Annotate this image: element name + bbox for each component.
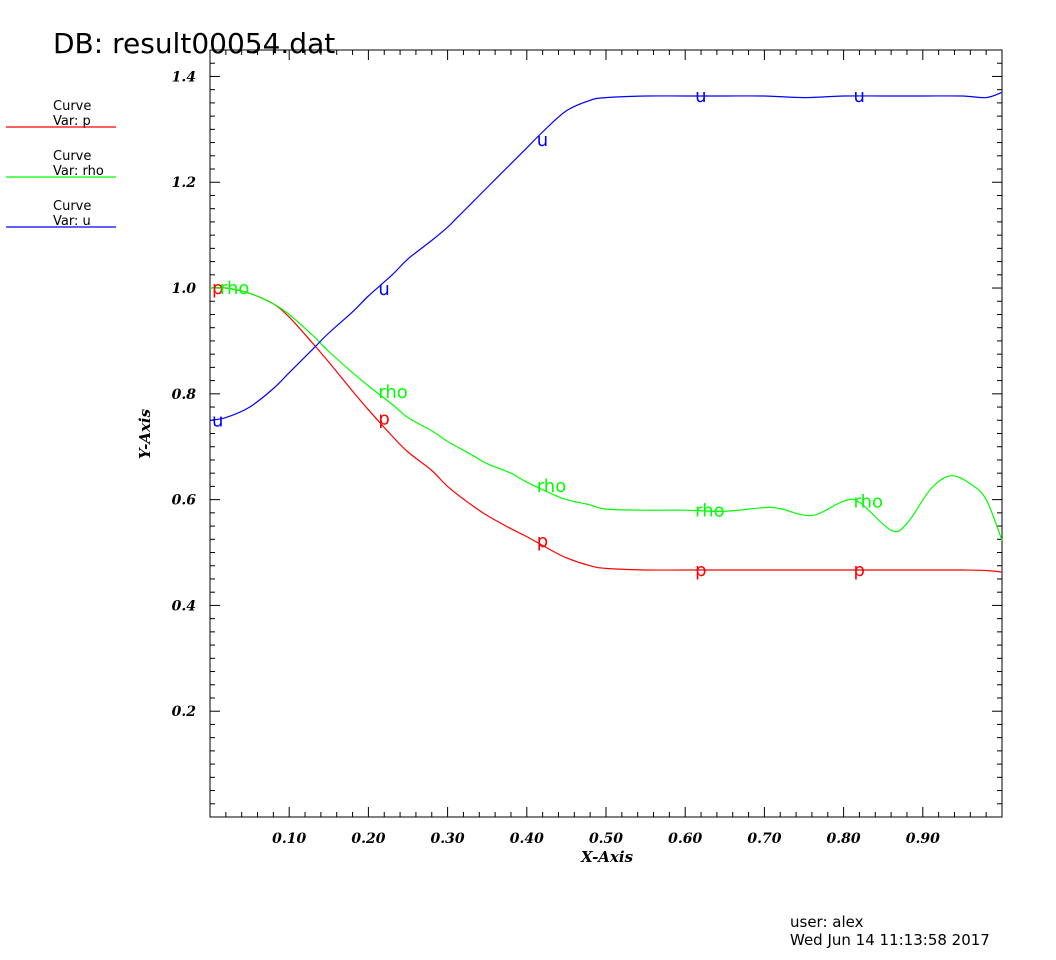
legend-entry-var: Var: rho xyxy=(53,164,104,179)
x-tick-label: 0.80 xyxy=(827,831,861,847)
y-tick-label: 0.6 xyxy=(172,493,197,509)
curve-label-p: p xyxy=(854,560,865,581)
y-tick-label: 1.2 xyxy=(172,175,197,191)
curve-label-u: u xyxy=(695,86,706,107)
curve-label-rho: rho xyxy=(537,476,567,497)
curve-label-rho: rho xyxy=(378,382,408,403)
footer-user: user: alex xyxy=(790,913,864,931)
db-title: DB: result00054.dat xyxy=(53,27,335,60)
curve-label-rho: rho xyxy=(220,278,250,299)
curve-label-u: u xyxy=(378,279,389,300)
axis-tick-labels: 0.10 0.20 0.30 0.40 0.50 0.60 0.70 0.80 0.90 0.2 0… xyxy=(172,69,940,847)
curve-label-p: p xyxy=(212,278,223,299)
x-tick-label: 0.60 xyxy=(668,831,702,847)
x-tick-label: 0.20 xyxy=(351,831,385,847)
curve-label-u: u xyxy=(212,410,223,431)
curves xyxy=(209,91,1003,573)
curve-label-rho: rho xyxy=(854,492,884,513)
axis-ticks xyxy=(210,50,1002,817)
legend-entry-title: Curve xyxy=(53,99,91,114)
curve-label-u: u xyxy=(854,86,865,107)
x-tick-label: 0.40 xyxy=(510,831,544,847)
legend-entry-title: Curve xyxy=(53,149,91,164)
curve-label-u: u xyxy=(537,130,548,151)
x-axis-label: X-Axis xyxy=(580,848,634,866)
y-tick-label: 0.8 xyxy=(172,387,197,403)
curve-label-p: p xyxy=(695,560,706,581)
x-tick-label: 0.90 xyxy=(906,831,940,847)
legend-entry-var: Var: p xyxy=(53,114,91,129)
y-tick-label: 0.2 xyxy=(172,704,197,720)
y-tick-label: 1.4 xyxy=(172,69,196,85)
curve-label-p: p xyxy=(537,531,548,552)
series-line-rho xyxy=(209,287,1003,541)
x-tick-label: 0.10 xyxy=(272,831,306,847)
y-tick-label: 1.0 xyxy=(172,281,197,297)
curve-label-p: p xyxy=(378,409,389,430)
plot-frame xyxy=(209,49,1003,818)
x-tick-label: 0.70 xyxy=(747,831,781,847)
footer-timestamp: Wed Jun 14 11:13:58 2017 xyxy=(790,931,990,949)
plot-border xyxy=(209,49,1003,818)
x-tick-label: 0.30 xyxy=(431,831,465,847)
series-line-p xyxy=(209,287,1003,573)
legend-entry-title: Curve xyxy=(53,199,91,214)
y-tick-label: 0.4 xyxy=(172,598,196,614)
series-line-u xyxy=(209,91,1003,421)
curve-label-rho: rho xyxy=(695,500,725,521)
x-tick-label: 0.50 xyxy=(589,831,623,847)
legend-entry-var: Var: u xyxy=(53,214,91,229)
y-axis-label: Y-Axis xyxy=(136,408,154,459)
